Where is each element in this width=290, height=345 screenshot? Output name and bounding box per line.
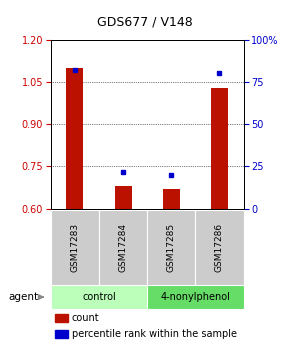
Text: GSM17284: GSM17284 <box>119 223 128 272</box>
Bar <box>66 68 83 209</box>
Bar <box>99 210 147 285</box>
Bar <box>211 88 228 209</box>
Text: agent: agent <box>9 292 39 302</box>
Text: count: count <box>72 313 99 323</box>
Bar <box>147 210 195 285</box>
Bar <box>51 210 99 285</box>
Text: control: control <box>82 292 116 302</box>
Bar <box>115 186 131 209</box>
Text: GDS677 / V148: GDS677 / V148 <box>97 16 193 29</box>
Bar <box>51 285 147 309</box>
Bar <box>55 330 68 338</box>
Text: percentile rank within the sample: percentile rank within the sample <box>72 329 237 339</box>
Bar <box>147 285 244 309</box>
Bar <box>195 210 244 285</box>
Bar <box>55 314 68 322</box>
Bar <box>163 189 180 209</box>
Text: 4-nonylphenol: 4-nonylphenol <box>160 292 230 302</box>
Text: GSM17285: GSM17285 <box>167 223 176 272</box>
Text: GSM17286: GSM17286 <box>215 223 224 272</box>
Text: GSM17283: GSM17283 <box>70 223 79 272</box>
